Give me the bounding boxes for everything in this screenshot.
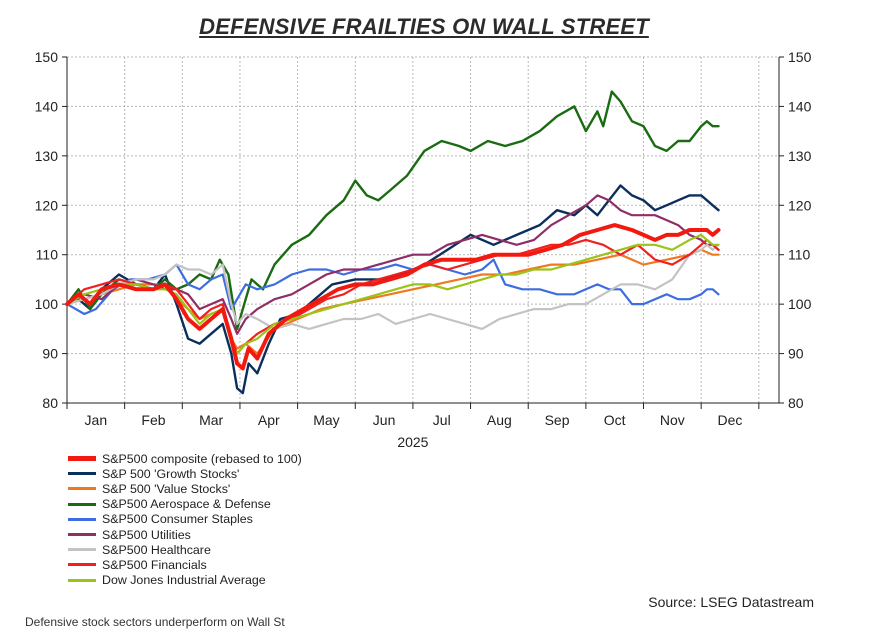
legend-swatch (68, 578, 96, 582)
y-tick-label-right: 110 (788, 247, 811, 263)
legend-item: S&P500 Utilities (68, 527, 302, 542)
legend-item: S&P500 Healthcare (68, 542, 302, 557)
series-line-s-p500-composite-rebased-to-100 (65, 223, 721, 371)
y-tick-label-left: 120 (35, 197, 59, 213)
legend-label: S&P500 composite (rebased to 100) (102, 451, 302, 466)
legend-item: Dow Jones Industrial Average (68, 573, 302, 588)
x-tick-label: Oct (604, 412, 626, 428)
x-tick-label: Feb (141, 412, 165, 428)
legend-swatch (68, 563, 96, 567)
series-line-s-p500-aerospace-defense (65, 90, 720, 331)
legend-item: S&P500 Financials (68, 557, 302, 572)
y-tick-label-right: 80 (788, 395, 804, 411)
legend-label: S&P 500 'Value Stocks' (102, 481, 231, 496)
y-tick-label-right: 90 (788, 346, 804, 362)
legend-label: S&P500 Consumer Staples (102, 512, 253, 527)
series-line-s-p500-healthcare (65, 243, 720, 330)
legend-label: S&P 500 'Growth Stocks' (102, 466, 240, 481)
y-tick-label-left: 90 (42, 346, 58, 362)
legend-swatch (68, 472, 96, 476)
legend-item: S&P 500 'Growth Stocks' (68, 466, 302, 481)
x-axis-label: 2025 (397, 434, 428, 450)
legend-item: S&P500 Aerospace & Defense (68, 497, 302, 512)
legend-item: S&P500 composite (rebased to 100) (68, 451, 302, 466)
image-caption: Defensive stock sectors underperform on … (25, 615, 285, 629)
y-tick-label-right: 100 (788, 296, 812, 312)
legend-swatch (68, 517, 96, 521)
legend-swatch (68, 456, 96, 462)
y-tick-label-left: 110 (36, 247, 59, 263)
legend-label: S&P500 Utilities (102, 527, 191, 542)
legend-item: S&P500 Consumer Staples (68, 512, 302, 527)
legend-swatch (68, 548, 96, 552)
y-tick-label-left: 100 (35, 296, 59, 312)
x-tick-label: Mar (199, 412, 223, 428)
source-note: Source: LSEG Datastream (648, 594, 814, 610)
chart-title: DEFENSIVE FRAILTIES ON WALL STREET (199, 14, 649, 39)
series-line-s-p500-utilities (65, 194, 720, 335)
legend-label: S&P500 Healthcare (102, 542, 211, 557)
x-tick-label: Nov (660, 412, 685, 428)
legend-swatch (68, 502, 96, 506)
legend-swatch (68, 533, 96, 537)
series-line-s-p500-financials (65, 238, 720, 355)
x-tick-label: Jul (433, 412, 451, 428)
chart-legend: S&P500 composite (rebased to 100) S&P 500… (68, 451, 302, 588)
y-tick-label-right: 130 (788, 148, 812, 164)
x-tick-label: Dec (718, 412, 743, 428)
y-tick-label-right: 120 (788, 197, 812, 213)
x-tick-label: Apr (258, 412, 280, 428)
legend-label: Dow Jones Industrial Average (102, 573, 266, 588)
y-tick-label-left: 150 (35, 49, 59, 65)
x-tick-label: Jan (85, 412, 108, 428)
y-tick-label-right: 150 (788, 49, 812, 65)
legend-swatch (68, 487, 96, 491)
x-tick-label: Sep (545, 412, 570, 428)
legend-label: S&P500 Aerospace & Defense (102, 497, 271, 512)
y-tick-label-left: 80 (42, 395, 58, 411)
legend-item: S&P 500 'Value Stocks' (68, 481, 302, 496)
y-tick-label-left: 130 (35, 148, 59, 164)
series-line-dow-jones-industrial-average (65, 233, 720, 355)
x-tick-label: Jun (373, 412, 396, 428)
x-tick-label: Aug (487, 412, 512, 428)
legend-label: S&P500 Financials (102, 557, 207, 572)
x-tick-label: May (313, 412, 339, 428)
y-tick-label-right: 140 (788, 98, 812, 114)
y-tick-label-left: 140 (35, 98, 59, 114)
